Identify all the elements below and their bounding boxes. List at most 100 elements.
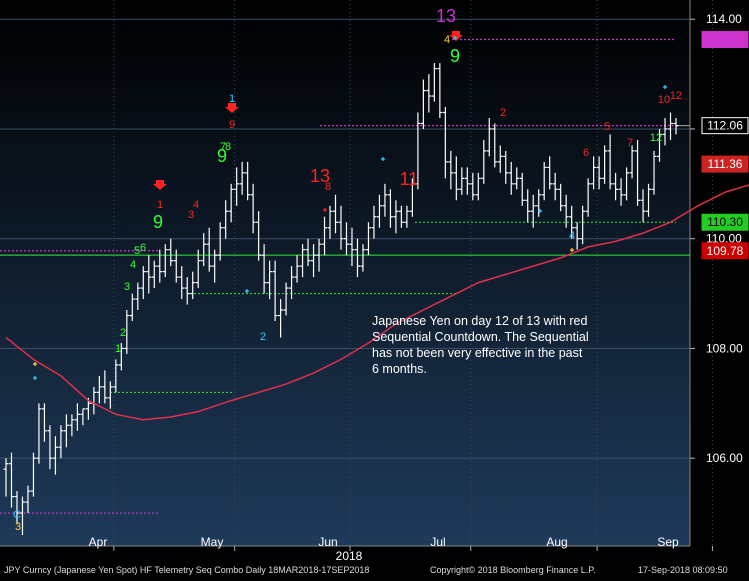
price-level-label: 111.36 xyxy=(708,157,743,171)
ohlc-bar xyxy=(514,167,520,190)
ohlc-bar xyxy=(272,260,278,322)
price-level-label: 112.06 xyxy=(707,119,743,133)
ohlc-bar xyxy=(162,244,168,278)
ohlc-bar xyxy=(135,282,141,311)
ohlc-bar xyxy=(481,139,487,184)
y-tick-label: 114.00 xyxy=(706,12,742,26)
ohlc-bar xyxy=(63,414,69,448)
risk-marker-icon xyxy=(381,157,385,161)
ohlc-bar xyxy=(206,227,212,272)
price-level-label: 110.30 xyxy=(707,215,743,229)
sequential-count-label: 10 xyxy=(658,94,670,106)
ohlc-bar xyxy=(497,145,503,173)
ohlc-bar xyxy=(168,238,174,267)
ohlc-bar xyxy=(398,205,404,228)
ohlc-bar xyxy=(618,178,624,206)
ohlc-bar xyxy=(239,161,245,195)
sell-signal-arrow-icon xyxy=(225,103,239,113)
ohlc-bar xyxy=(184,277,190,305)
x-tick-label: Jun xyxy=(318,535,337,549)
ohlc-bar xyxy=(278,299,284,338)
risk-marker-icon xyxy=(570,248,574,252)
ohlc-bar xyxy=(289,266,295,300)
risk-marker-icon xyxy=(538,209,542,213)
sequential-count-label: 9 xyxy=(229,119,235,131)
ohlc-bar xyxy=(602,145,608,184)
ohlc-bar xyxy=(25,485,31,514)
ohlc-bar xyxy=(360,244,366,272)
sequential-count-label: 2 xyxy=(120,327,126,339)
sequential-count-label: 3 xyxy=(188,209,194,221)
note-line: Sequential Countdown. The Sequential xyxy=(372,330,589,344)
ohlc-bar xyxy=(651,150,657,195)
ohlc-bar xyxy=(596,156,602,190)
ohlc-bar xyxy=(569,205,575,239)
sequential-count-label: 9 xyxy=(217,146,227,166)
ohlc-bar xyxy=(333,194,339,234)
ohlc-bar xyxy=(393,200,399,234)
ohlc-bar xyxy=(585,178,591,217)
ohlc-bar xyxy=(102,370,108,404)
ohlc-bar xyxy=(558,183,564,212)
sequential-count-label: 12 xyxy=(650,132,662,144)
ohlc-bar xyxy=(492,123,498,168)
ohlc-bar xyxy=(8,452,14,508)
ohlc-bar xyxy=(442,107,448,179)
ohlc-bar xyxy=(530,194,536,228)
price-level-tag: 111.36 xyxy=(701,155,749,173)
price-level-tag: 110.30 xyxy=(701,213,749,231)
sequential-count-label: 11 xyxy=(400,169,419,189)
year-label: 2018 xyxy=(336,549,363,563)
ohlc-bar xyxy=(327,205,333,239)
risk-marker-icon xyxy=(245,289,249,293)
sequential-count-label: 7 xyxy=(627,137,633,149)
ohlc-bar xyxy=(574,222,580,250)
sequential-count-label: 6 xyxy=(140,242,146,254)
ohlc-bar xyxy=(382,183,388,217)
sequential-count-label: 6 xyxy=(583,147,589,159)
sequential-count-label: 3 xyxy=(124,281,130,293)
footer-timestamp: 17-Sep-2018 08:09:50 xyxy=(638,565,728,575)
ohlc-bar xyxy=(157,249,163,283)
ohlc-bar xyxy=(217,222,223,261)
risk-marker-icon xyxy=(323,208,327,212)
ohlc-bar xyxy=(508,161,514,195)
ohlc-bar xyxy=(146,255,152,294)
ohlc-bar xyxy=(371,205,377,239)
ohlc-bar xyxy=(107,381,113,409)
sequential-count-label: C xyxy=(13,509,21,521)
ohlc-bar xyxy=(201,233,207,267)
footer-copyright: Copyright© 2018 Bloomberg Finance L.P. xyxy=(430,565,596,575)
ohlc-bar xyxy=(338,205,344,250)
ohlc-bar xyxy=(118,342,124,371)
ohlc-bar xyxy=(212,249,218,283)
ohlc-bar xyxy=(256,211,262,261)
ohlc-bar xyxy=(415,112,421,190)
sequential-count-label: 8 xyxy=(225,141,231,153)
ohlc-bar xyxy=(14,491,20,525)
ohlc-bar xyxy=(129,293,135,322)
price-level-tag: 113.63 xyxy=(701,31,749,49)
ohlc-bar xyxy=(343,222,349,256)
sequential-count-label: 13 xyxy=(310,166,330,186)
ohlc-bar xyxy=(470,172,476,201)
ohlc-bar xyxy=(453,156,459,201)
ohlc-bar xyxy=(657,128,663,162)
ohlc-bar xyxy=(311,244,317,278)
ohlc-bar xyxy=(316,238,322,272)
note-line: Japanese Yen on day 12 of 13 with red xyxy=(372,314,588,328)
ohlc-bar xyxy=(190,271,196,300)
ohlc-bar xyxy=(19,496,25,536)
ohlc-bar xyxy=(74,403,80,431)
ohlc-bar xyxy=(519,172,525,206)
ohlc-bar xyxy=(640,189,646,223)
ohlc-bar xyxy=(437,63,443,118)
ohlc-bar xyxy=(624,167,630,201)
y-tick-label: 106.00 xyxy=(706,451,743,465)
ohlc-bar xyxy=(536,189,542,217)
ohlc-bar xyxy=(47,425,53,470)
sequential-count-label: 9 xyxy=(153,212,163,232)
ohlc-bar xyxy=(503,150,509,184)
ohlc-bar xyxy=(85,397,91,420)
ohlc-bar xyxy=(552,172,558,201)
